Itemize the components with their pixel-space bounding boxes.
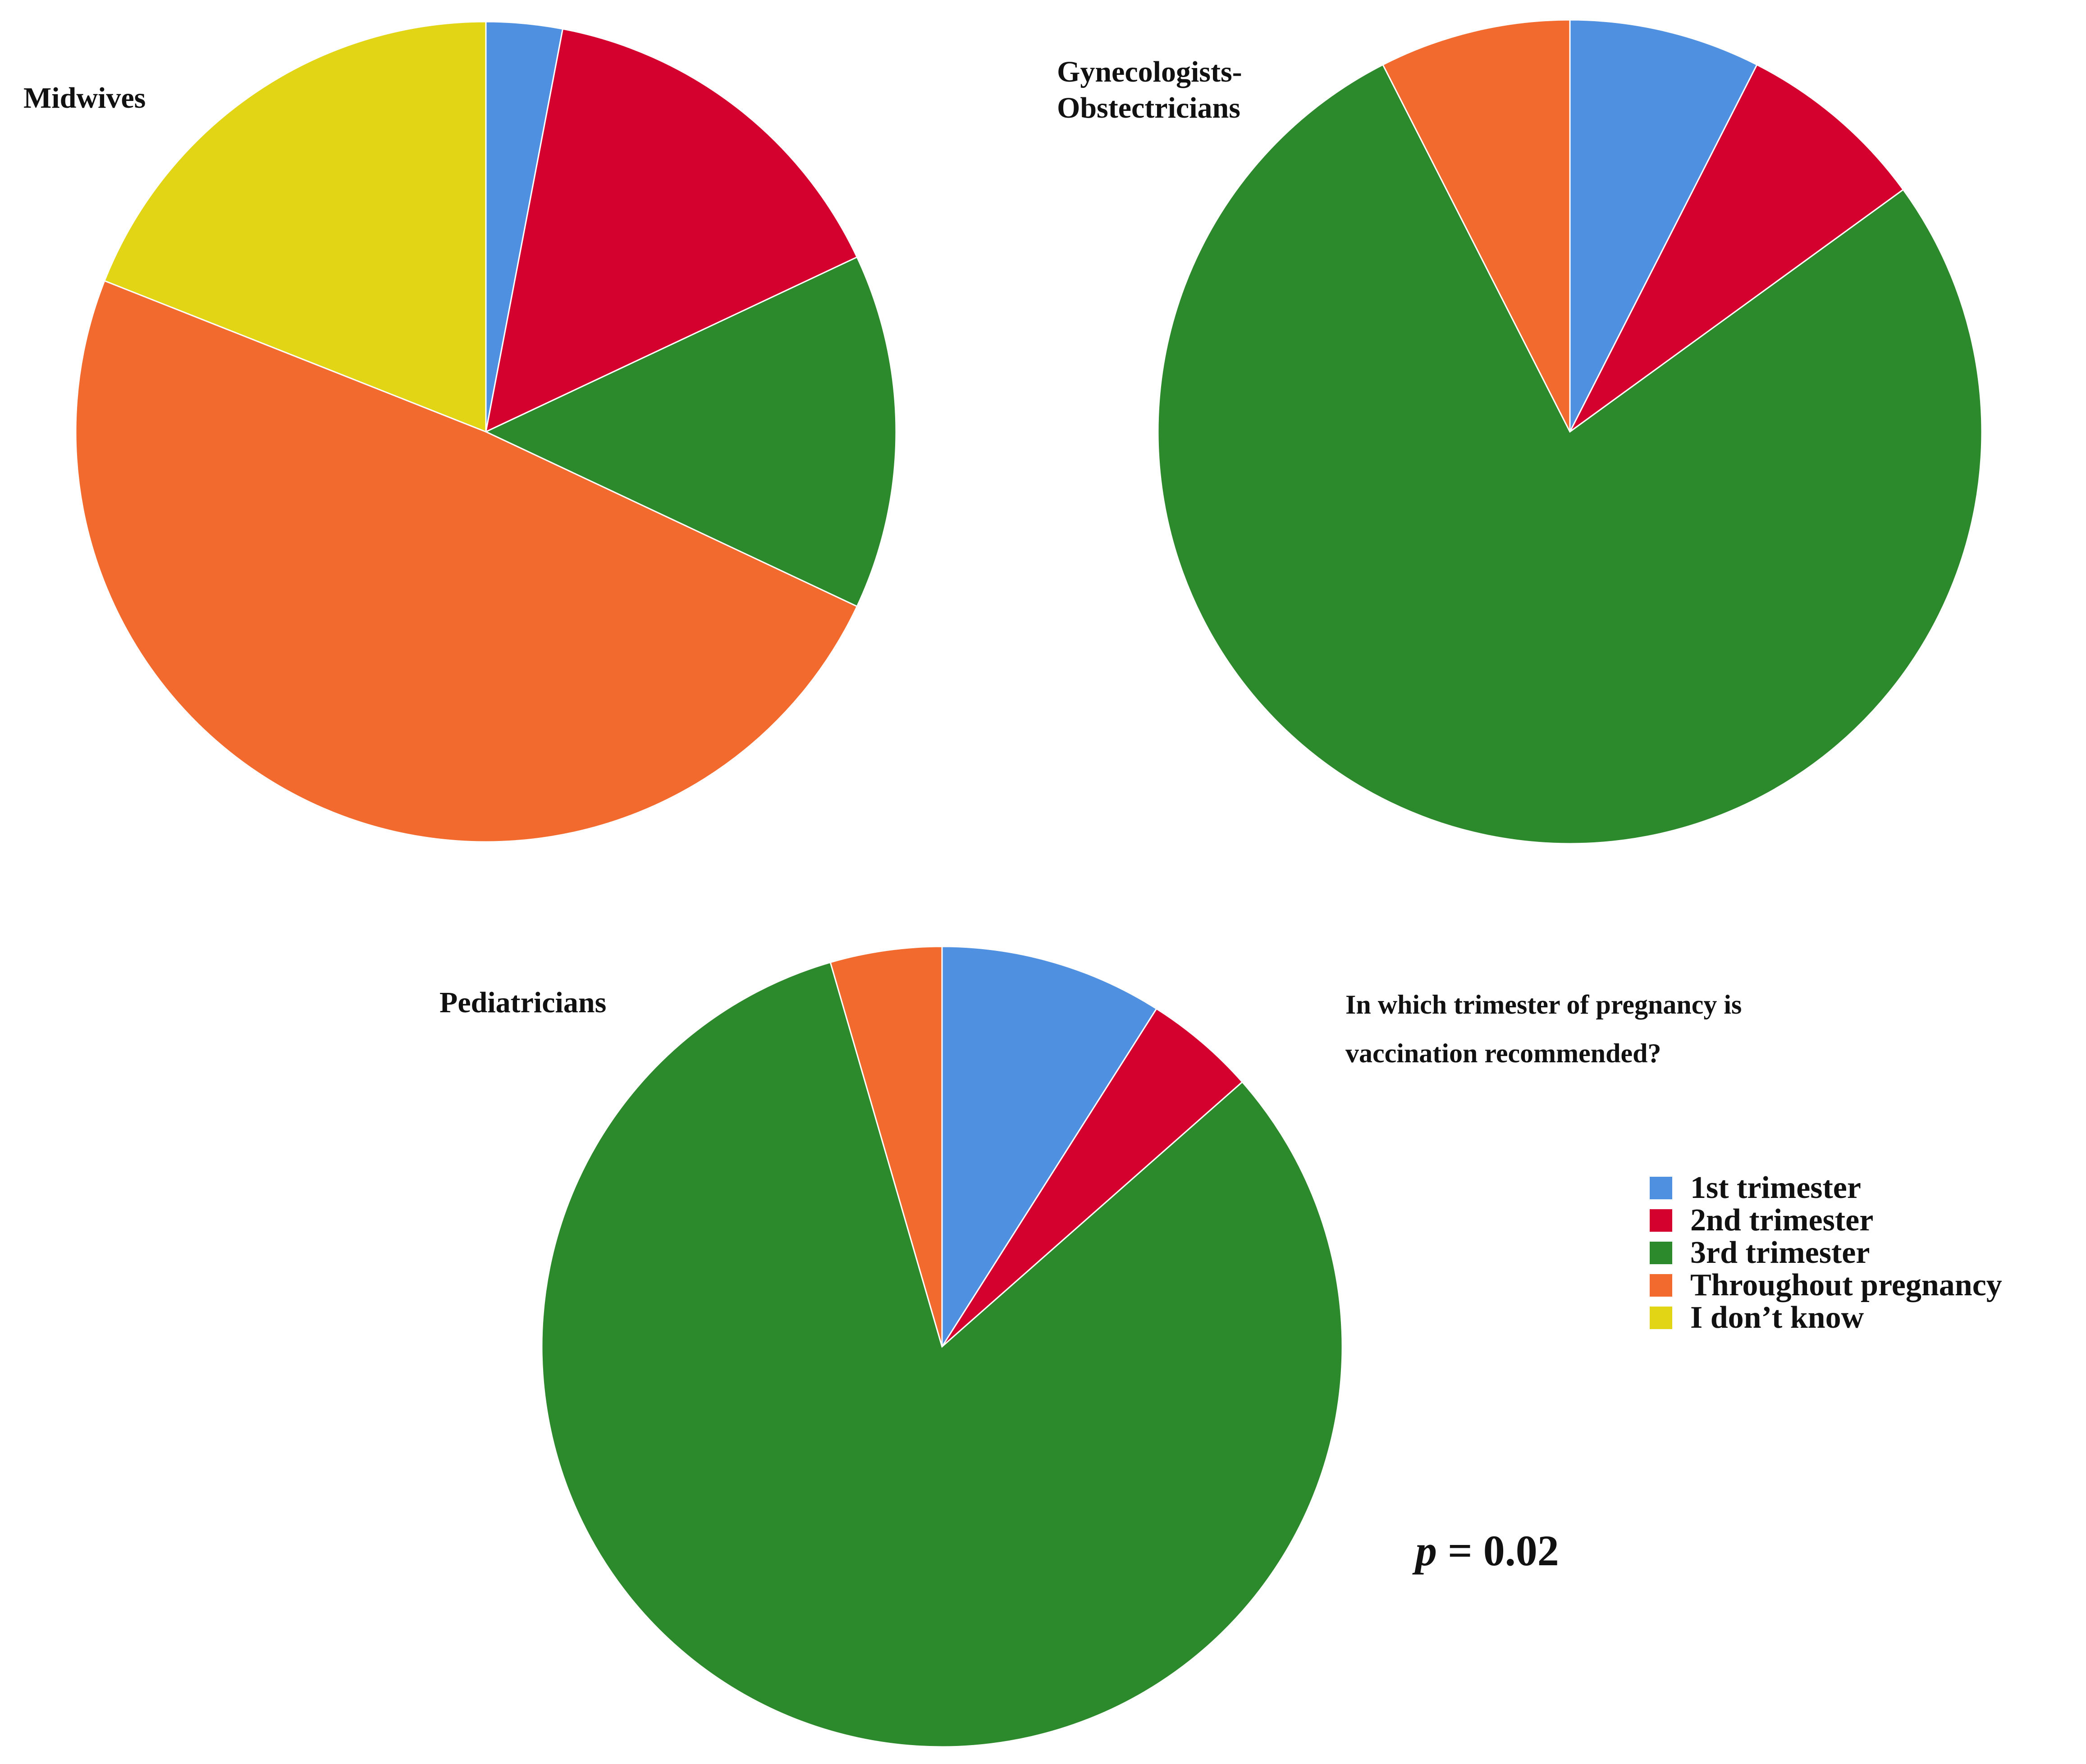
legend-item: 3rd trimester: [1650, 1235, 2082, 1270]
legend-label: 1st trimester: [1690, 1170, 1861, 1205]
legend-label: 2nd trimester: [1690, 1203, 1874, 1238]
pie-slice-3rd-trimester: [484, 256, 897, 608]
pie-slice-3rd-trimester: [1157, 64, 1983, 845]
pie-slice-throughout-pregnancy: [829, 946, 943, 1347]
legend-label: Throughout pregnancy: [1690, 1268, 2002, 1302]
pie-slice-throughout-pregnancy: [75, 280, 858, 843]
legend-item: 2nd trimester: [1650, 1203, 2082, 1238]
p-value-symbol: p: [1415, 1526, 1437, 1575]
pie-title-gynecologists: Gynecologists- Obstectricians: [1057, 55, 1242, 124]
pie-slice-throughout-pregnancy: [1382, 19, 1571, 432]
legend-label: 3rd trimester: [1690, 1235, 1870, 1270]
pie-slice-i-dont-know: [103, 21, 487, 433]
chart-question: In which trimester of pregnancy is vacci…: [1345, 990, 1742, 1068]
pie-slice-2nd-trimester: [1569, 64, 1904, 433]
legend-swatch: [1650, 1242, 1672, 1264]
legend-item: Throughout pregnancy: [1650, 1268, 2082, 1302]
legend-swatch: [1650, 1274, 1672, 1297]
pie-title-midwives: Midwives: [23, 82, 146, 114]
pie-slice-3rd-trimester: [541, 961, 1343, 1748]
pie-slice-1st-trimester: [1569, 19, 1758, 432]
legend-swatch: [1650, 1177, 1672, 1199]
pie-slice-2nd-trimester: [485, 28, 858, 433]
pie-slice-1st-trimester: [941, 946, 1157, 1349]
p-value-text: = 0.02: [1437, 1526, 1559, 1575]
legend-swatch: [1650, 1307, 1672, 1329]
legend-item: 1st trimester: [1650, 1170, 2082, 1205]
pie-title-pediatricians: Pediatricians: [439, 986, 607, 1019]
p-value: p = 0.02: [1415, 1526, 1559, 1576]
legend-swatch: [1650, 1209, 1672, 1232]
legend-item: I don’t know: [1650, 1300, 2082, 1335]
legend-label: I don’t know: [1690, 1300, 1864, 1335]
legend: 1st trimester 2nd trimester 3rd trimeste…: [1650, 1170, 2082, 1335]
pie-slice-2nd-trimester: [941, 1008, 1244, 1348]
